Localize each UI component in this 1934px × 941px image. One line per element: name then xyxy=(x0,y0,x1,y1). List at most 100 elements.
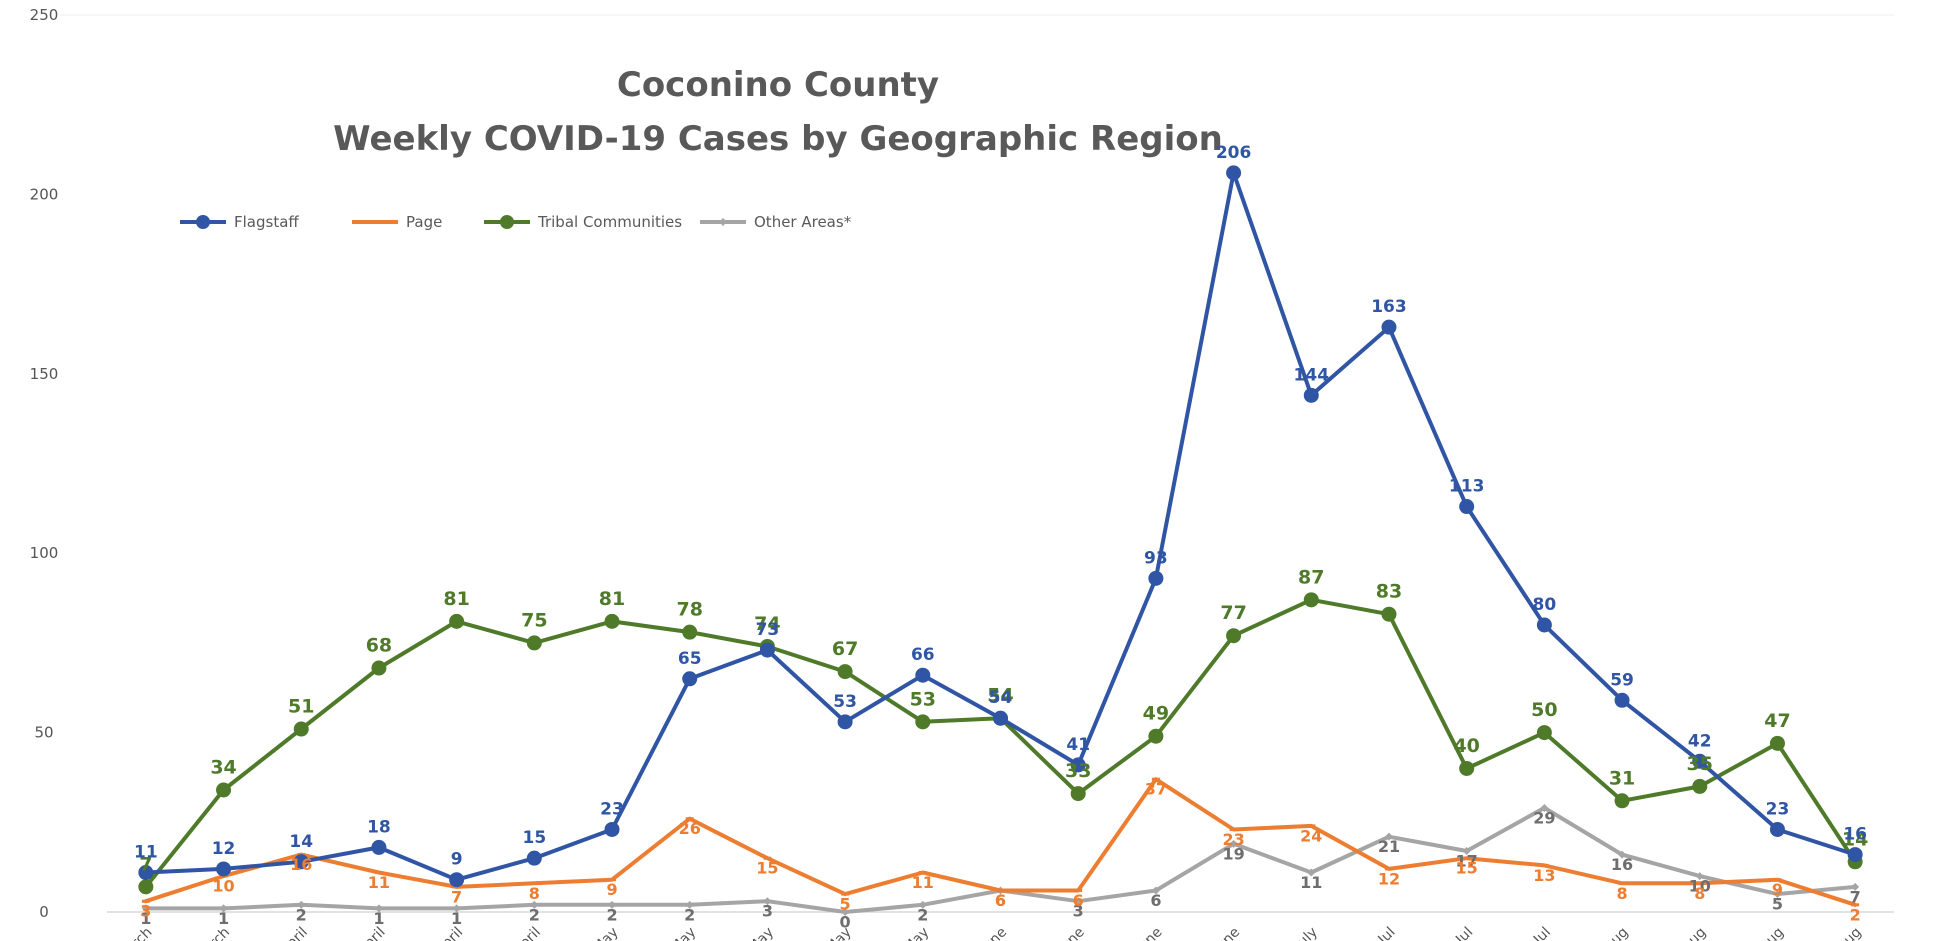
data-point xyxy=(1851,882,1860,891)
data-label: 87 xyxy=(1298,566,1324,588)
data-point xyxy=(1540,803,1549,812)
data-point xyxy=(1074,888,1083,892)
data-point xyxy=(1536,617,1552,633)
series-tribal-communities xyxy=(138,592,1863,895)
data-point xyxy=(1303,592,1319,608)
data-label: 26 xyxy=(679,819,701,838)
x-tick-label: 2-May xyxy=(580,924,622,941)
data-label: 34 xyxy=(210,757,236,779)
data-point xyxy=(449,613,465,629)
data-label: 42 xyxy=(1688,731,1712,751)
data-label: 16 xyxy=(290,855,312,874)
data-label: 9 xyxy=(451,850,463,870)
legend-marker xyxy=(719,218,727,226)
x-tick-label: 11-Jul xyxy=(1359,924,1399,941)
data-point xyxy=(1148,728,1164,744)
data-point xyxy=(1074,897,1083,906)
data-label: 17 xyxy=(1456,852,1478,871)
data-label: 12 xyxy=(212,839,236,859)
x-tick-label: 4-April xyxy=(267,924,311,941)
data-point xyxy=(374,904,383,913)
data-point xyxy=(1229,839,1238,848)
x-tick-label: 9-May xyxy=(658,924,700,941)
data-label: 15 xyxy=(1456,859,1478,878)
series-line xyxy=(143,597,1858,889)
x-tick-label: 8-Aug xyxy=(1669,924,1709,941)
data-point xyxy=(1384,867,1393,871)
data-label: 9 xyxy=(606,880,617,899)
data-label: 23 xyxy=(600,799,624,819)
legend-label: Tribal Communities xyxy=(537,213,682,231)
data-point xyxy=(1769,735,1785,751)
legend-label: Flagstaff xyxy=(234,213,299,231)
data-label: 113 xyxy=(1449,477,1485,497)
x-tick-label: 4-July xyxy=(1281,924,1321,941)
x-tick-label: 25-April xyxy=(494,924,544,941)
data-point xyxy=(449,872,465,888)
data-point xyxy=(371,839,387,855)
data-label: 53 xyxy=(910,688,936,710)
data-label: 16 xyxy=(1611,855,1633,874)
data-label: 2 xyxy=(529,905,540,924)
data-point xyxy=(1618,881,1627,885)
data-point xyxy=(1536,725,1552,741)
data-point xyxy=(1229,827,1238,831)
data-label: 0 xyxy=(840,913,851,932)
data-label: 8 xyxy=(529,884,540,903)
data-label: 21 xyxy=(1378,837,1400,856)
data-point xyxy=(219,904,228,913)
data-label: 24 xyxy=(1300,826,1322,845)
data-point xyxy=(216,861,232,877)
data-point xyxy=(685,900,694,909)
data-point xyxy=(682,671,698,687)
data-label: 31 xyxy=(1609,767,1635,789)
data-point xyxy=(1307,824,1316,828)
data-point xyxy=(141,899,150,903)
series-layer xyxy=(138,165,1863,916)
data-label: 10 xyxy=(1689,877,1711,896)
data-label: 5 xyxy=(840,895,851,914)
data-point xyxy=(837,664,853,680)
data-label: 81 xyxy=(599,588,625,610)
data-point xyxy=(841,908,850,916)
data-point xyxy=(841,892,850,896)
x-tick-label: 22-Aug xyxy=(1818,924,1865,941)
data-label: 66 xyxy=(911,645,935,665)
data-label: 6 xyxy=(995,891,1006,910)
data-point xyxy=(1773,878,1782,882)
data-point xyxy=(1070,757,1086,773)
chart-title: Coconino County xyxy=(617,65,939,105)
data-point xyxy=(1540,863,1549,867)
data-point xyxy=(682,624,698,640)
x-tick-label: 30-May xyxy=(884,924,932,941)
data-label: 18 xyxy=(367,817,391,837)
x-tick-label: 13-June xyxy=(1038,924,1088,941)
data-label: 65 xyxy=(678,649,702,669)
data-label: 14 xyxy=(1842,828,1868,850)
x-tick-label: 20-June xyxy=(1116,924,1166,941)
data-label: 8 xyxy=(1616,884,1627,903)
data-label: 11 xyxy=(134,843,158,863)
data-point xyxy=(604,821,620,837)
data-label: 2 xyxy=(917,905,928,924)
data-point xyxy=(918,900,927,909)
data-point xyxy=(1459,499,1475,515)
data-point xyxy=(1226,165,1242,181)
data-label: 80 xyxy=(1533,595,1557,615)
data-point xyxy=(1847,847,1863,863)
data-point xyxy=(763,897,772,906)
data-label: 33 xyxy=(1065,760,1091,782)
data-point xyxy=(1381,606,1397,622)
data-label: 75 xyxy=(521,609,547,631)
data-label: 54 xyxy=(989,688,1013,708)
y-tick-label: 150 xyxy=(30,365,59,383)
data-point xyxy=(1303,387,1319,403)
y-tick-label: 250 xyxy=(30,6,59,24)
data-label: 37 xyxy=(1145,780,1167,799)
data-point xyxy=(1381,319,1397,335)
series-flagstaff xyxy=(138,165,1863,888)
data-point xyxy=(1151,886,1160,895)
x-tick-label: 6-June xyxy=(967,924,1010,941)
